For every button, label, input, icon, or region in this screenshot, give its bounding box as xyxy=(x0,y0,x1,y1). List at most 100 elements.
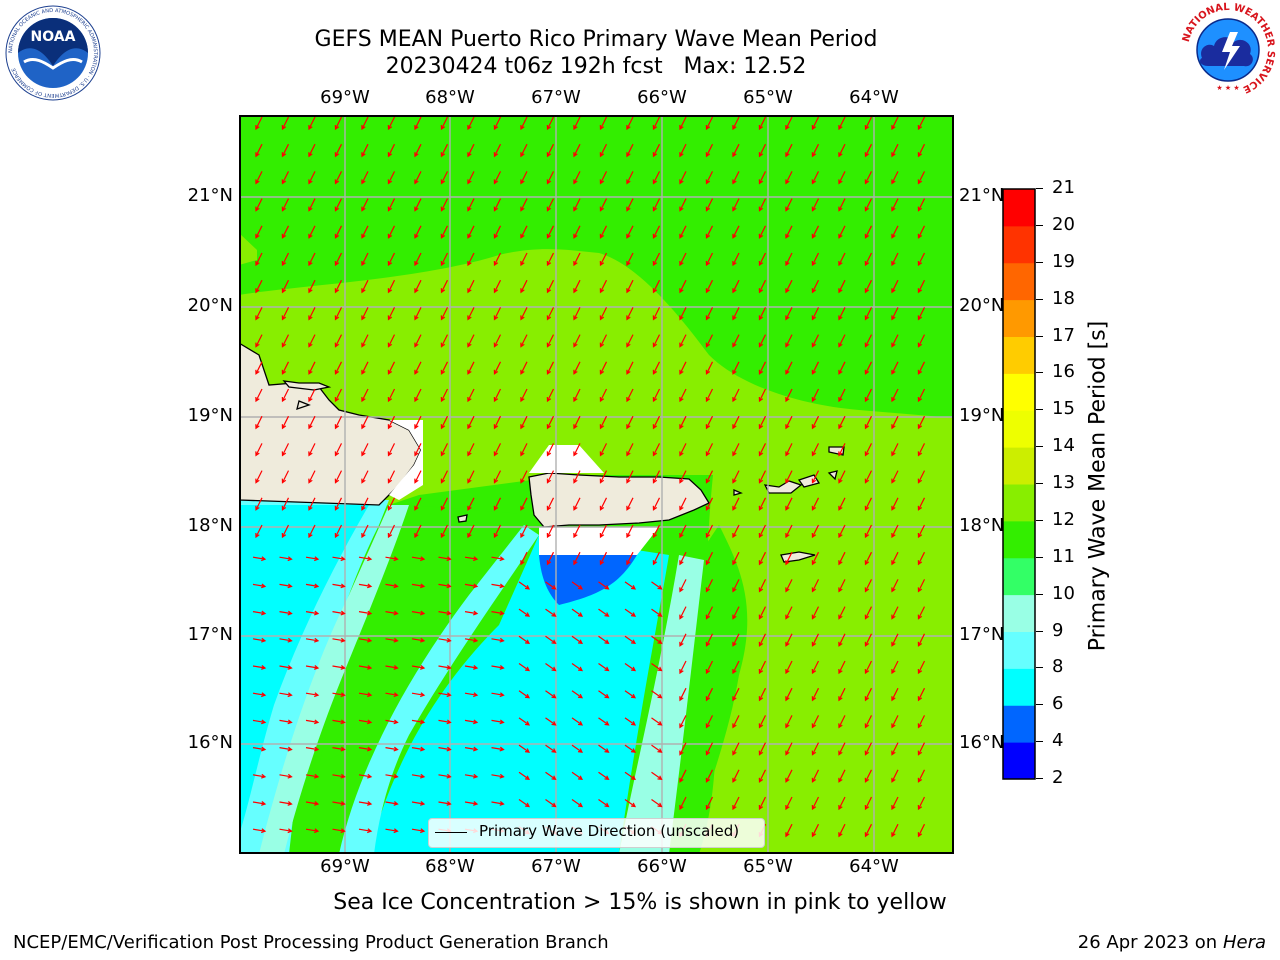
wave-arrow xyxy=(679,415,687,430)
wave-arrow xyxy=(414,116,422,131)
st-croix xyxy=(780,551,816,563)
wave-arrow xyxy=(838,388,846,403)
wave-arrow xyxy=(838,579,846,593)
wave-arrow xyxy=(255,225,263,239)
wave-arrow xyxy=(599,198,608,212)
colorbar-tick-label: 20 xyxy=(1052,213,1075,235)
wave-arrow xyxy=(732,633,740,647)
wave-arrow xyxy=(464,692,479,698)
wave-arrow xyxy=(811,796,820,811)
period-band-11-12-west xyxy=(319,505,539,765)
wave-arrow xyxy=(705,497,714,511)
colorbar-segment xyxy=(1003,668,1035,706)
wave-arrow xyxy=(414,171,422,185)
wave-arrow xyxy=(385,610,399,616)
wave-arrow xyxy=(252,610,267,616)
period-band-8-9-central xyxy=(339,525,539,854)
wave-arrow xyxy=(520,171,528,185)
wave-arrow xyxy=(387,279,396,294)
wave-arrow xyxy=(491,801,505,806)
wave-arrow xyxy=(679,633,687,647)
lon-label-bottom: 65°W xyxy=(743,856,793,877)
wave-arrow xyxy=(387,198,396,212)
wave-arrow xyxy=(624,799,637,808)
wave-arrow xyxy=(334,497,343,511)
wave-arrow xyxy=(917,415,926,430)
wave-arrow xyxy=(651,663,663,672)
svg-text:★ ★ ★: ★ ★ ★ xyxy=(1216,84,1239,92)
wave-arrow xyxy=(651,635,663,645)
wave-arrow xyxy=(520,497,528,511)
wave-arrow xyxy=(255,252,263,267)
wave-arrow xyxy=(651,744,663,753)
wave-arrow xyxy=(411,828,426,834)
colorbar-tick-mark xyxy=(1036,593,1043,595)
wave-arrow xyxy=(785,116,793,131)
wave-arrow xyxy=(598,799,610,808)
colorbar-tick-mark xyxy=(1036,446,1043,448)
wave-arrow xyxy=(626,143,634,158)
wave-arrow xyxy=(358,828,373,834)
wave-arrow xyxy=(652,470,661,484)
wave-arrow xyxy=(387,334,396,348)
wave-arrow xyxy=(255,497,263,511)
lon-label-top: 65°W xyxy=(743,87,793,108)
lon-label-bottom: 67°W xyxy=(531,856,581,877)
lat-label-right: 18°N xyxy=(959,515,1005,536)
footer-right: 26 Apr 2023 on Hera xyxy=(1078,932,1266,953)
colorbar-segment xyxy=(1003,336,1035,374)
wave-arrow xyxy=(308,388,316,403)
wave-arrow xyxy=(679,715,687,729)
wave-arrow xyxy=(411,801,426,806)
wave-arrow xyxy=(811,579,820,593)
wave-arrow xyxy=(917,470,926,484)
wave-arrow xyxy=(758,171,767,185)
wave-arrow xyxy=(545,690,557,699)
wave-arrow xyxy=(891,633,899,647)
noaa-logo: NATIONAL OCEANIC AND ATMOSPHERIC ADMINIS… xyxy=(5,5,101,101)
wave-arrow xyxy=(308,252,316,267)
wave-arrow xyxy=(573,252,581,267)
wave-arrow xyxy=(732,687,740,702)
wave-arrow xyxy=(758,143,767,158)
wave-arrow xyxy=(626,361,634,375)
colorbar-segment xyxy=(1003,557,1035,596)
wave-arrow xyxy=(573,388,581,403)
wave-arrow xyxy=(493,279,502,294)
wave-arrow xyxy=(785,551,793,566)
wave-arrow xyxy=(917,388,926,403)
wave-arrow xyxy=(411,610,426,616)
wave-arrow xyxy=(573,524,581,539)
wave-arrow xyxy=(599,225,608,239)
wave-arrow xyxy=(467,415,475,430)
wave-arrow xyxy=(864,769,873,783)
wave-arrow xyxy=(864,497,873,511)
wave-arrow xyxy=(864,579,873,593)
colorbar-tick-label: 6 xyxy=(1052,693,1064,715)
lon-label-bottom: 68°W xyxy=(425,856,475,877)
wave-arrow xyxy=(891,198,899,212)
colorbar-segment xyxy=(1003,299,1035,337)
wave-arrow xyxy=(573,279,581,294)
chart-subtitle: 20230424 t06z 192h fcst Max: 12.52 xyxy=(385,54,807,79)
wave-arrow xyxy=(891,606,899,620)
wave-arrow xyxy=(518,690,531,699)
wave-arrow xyxy=(491,746,505,752)
wave-arrow xyxy=(917,252,926,267)
wave-arrow xyxy=(385,801,399,806)
wave-arrow xyxy=(626,524,634,539)
virgin-islands xyxy=(733,446,845,496)
lat-label-left: 18°N xyxy=(187,515,233,536)
wave-arrow xyxy=(917,198,926,212)
wave-arrow xyxy=(438,665,452,670)
wave-arrow xyxy=(917,443,926,457)
wave-arrow xyxy=(255,361,263,375)
wave-arrow xyxy=(626,171,634,185)
wave-arrow xyxy=(493,225,502,239)
wave-arrow xyxy=(334,361,343,375)
wave-arrow xyxy=(758,606,767,620)
wave-arrow xyxy=(518,635,531,645)
wave-arrow xyxy=(361,388,369,403)
wave-arrow xyxy=(467,388,475,403)
wave-arrow xyxy=(467,279,475,294)
